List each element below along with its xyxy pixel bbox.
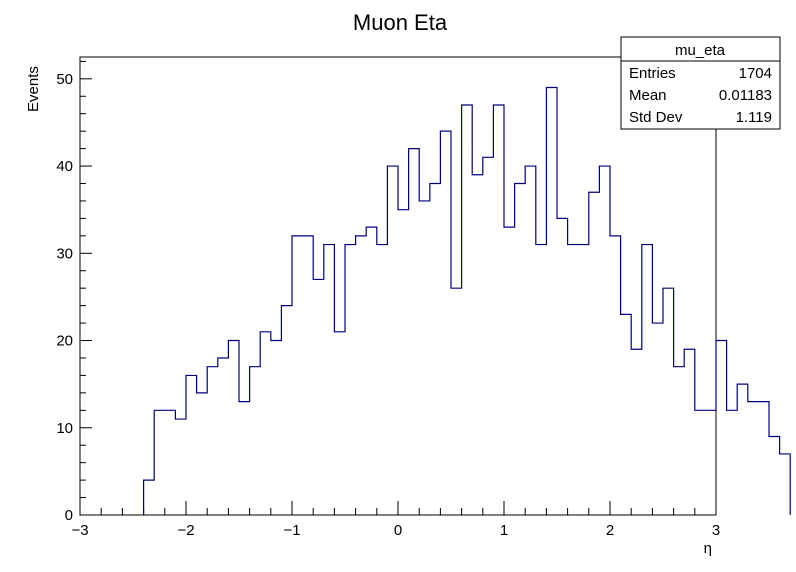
x-axis-label: η <box>704 540 712 557</box>
x-tick-label: 0 <box>394 522 402 539</box>
stats-stddev-label: Std Dev <box>629 109 683 126</box>
stats-entries-value: 1704 <box>739 65 772 82</box>
x-tick-label: 1 <box>500 522 508 539</box>
x-tick-label: 2 <box>606 522 614 539</box>
stats-stddev-value: 1.119 <box>736 109 772 126</box>
y-tick-label: 20 <box>56 333 73 350</box>
major-ticks <box>79 78 717 516</box>
histogram-line <box>143 86 791 515</box>
minor-ticks <box>80 60 696 515</box>
stats-mean-label: Mean <box>629 87 667 104</box>
stats-box-frame <box>620 36 781 130</box>
y-tick-labels: 0 10 20 30 40 50 <box>56 71 73 524</box>
x-tick-labels: −3 −2 −1 0 1 2 3 <box>71 522 720 539</box>
x-tick-label: −3 <box>71 522 88 539</box>
y-tick-label: 0 <box>65 507 73 524</box>
chart-title: Muon Eta <box>353 10 448 35</box>
stats-box: mu_eta Entries 1704 Mean 0.01183 Std Dev… <box>620 36 781 130</box>
y-tick-label: 40 <box>56 158 73 175</box>
y-tick-label: 50 <box>56 71 73 88</box>
stats-histogram-name: mu_eta <box>675 42 726 59</box>
x-tick-label: −2 <box>177 522 194 539</box>
x-tick-label: −1 <box>283 522 300 539</box>
x-tick-label: 3 <box>712 522 720 539</box>
y-tick-label: 30 <box>56 245 73 262</box>
stats-mean-value: 0.01183 <box>719 87 772 104</box>
stats-entries-label: Entries <box>629 65 676 82</box>
y-axis-label: Events <box>25 66 42 112</box>
y-tick-label: 10 <box>56 420 73 437</box>
